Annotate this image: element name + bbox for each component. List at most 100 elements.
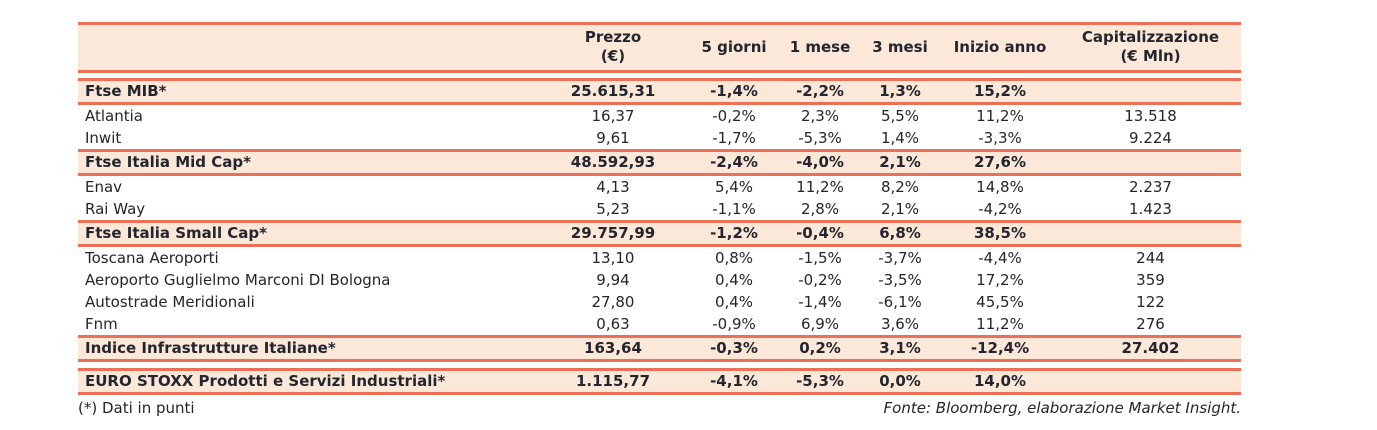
cell-3-mesi: 2,1% — [879, 153, 921, 171]
cell-1-mese: 2,8% — [800, 200, 840, 218]
points-note: (*) Dati in punti — [78, 399, 195, 417]
cell-inizio-anno: 11,2% — [976, 315, 1024, 333]
row-name: Autostrade Meridionali — [85, 293, 255, 311]
cell-3-mesi: -3,5% — [878, 271, 922, 289]
cell-capitalizzazione: 276 — [1136, 315, 1165, 333]
row-name: EURO STOXX Prodotti e Servizi Industrial… — [85, 372, 446, 390]
table-row: Toscana Aeroporti 13,10 0,8% -1,5% -3,7%… — [78, 247, 1241, 269]
table-body: Ftse MIB* 25.615,31 -1,4% -2,2% 1,3% 15,… — [78, 78, 1241, 395]
cell-prezzo: 25.615,31 — [570, 82, 656, 100]
cell-1-mese: -1,5% — [798, 249, 842, 267]
cell-inizio-anno: 14,0% — [973, 372, 1027, 390]
market-table: Prezzo (€) 5 giorni 1 mese 3 mesi Inizio… — [78, 22, 1241, 417]
header-cell-1-mese: 1 mese — [789, 37, 851, 56]
cell-1-mese: -0,2% — [798, 271, 842, 289]
cell-capitalizzazione: 359 — [1136, 271, 1165, 289]
cell-prezzo: 1.115,77 — [575, 372, 651, 390]
cell-prezzo: 27,80 — [591, 293, 635, 311]
cell-inizio-anno: 15,2% — [973, 82, 1027, 100]
cell-prezzo: 16,37 — [591, 107, 635, 125]
cell-3-mesi: 1,3% — [879, 82, 921, 100]
cell-inizio-anno: 11,2% — [976, 107, 1024, 125]
cell-capitalizzazione: 244 — [1136, 249, 1165, 267]
cell-5-giorni: 0,4% — [714, 271, 754, 289]
source-credit: Fonte: Bloomberg, elaborazione Market In… — [883, 399, 1241, 417]
row-name: Indice Infrastrutture Italiane* — [85, 339, 336, 357]
cell-inizio-anno: 38,5% — [973, 224, 1027, 242]
table-row: Ftse Italia Mid Cap* 48.592,93 -2,4% -4,… — [78, 149, 1241, 176]
table-header-row: Prezzo (€) 5 giorni 1 mese 3 mesi Inizio… — [78, 22, 1241, 73]
cell-inizio-anno: 17,2% — [976, 271, 1024, 289]
table-row: Fnm 0,63 -0,9% 6,9% 3,6% 11,2% 276 — [78, 313, 1241, 335]
cell-prezzo: 0,63 — [596, 315, 630, 333]
cell-3-mesi: 6,8% — [879, 224, 921, 242]
cell-5-giorni: 0,4% — [714, 293, 754, 311]
cell-inizio-anno: -4,2% — [978, 200, 1022, 218]
row-name: Aeroporto Guglielmo Marconi DI Bologna — [85, 271, 391, 289]
row-name: Rai Way — [85, 200, 146, 218]
row-name: Ftse Italia Mid Cap* — [85, 153, 251, 171]
cell-prezzo: 5,23 — [596, 200, 630, 218]
cell-5-giorni: -0,3% — [710, 339, 758, 357]
cell-3-mesi: 3,1% — [879, 339, 921, 357]
row-name: Toscana Aeroporti — [85, 249, 219, 267]
cell-5-giorni: -1,2% — [710, 224, 758, 242]
cell-prezzo: 13,10 — [591, 249, 635, 267]
cell-inizio-anno: 45,5% — [976, 293, 1024, 311]
cell-prezzo: 4,13 — [596, 178, 630, 196]
table-row: Aeroporto Guglielmo Marconi DI Bologna 9… — [78, 269, 1241, 291]
table-row: Indice Infrastrutture Italiane* 163,64 -… — [78, 335, 1241, 362]
row-name: Fnm — [85, 315, 118, 333]
cell-prezzo: 9,61 — [596, 129, 630, 147]
cell-5-giorni: -0,2% — [712, 107, 756, 125]
cell-5-giorni: 0,8% — [714, 249, 754, 267]
cell-3-mesi: -3,7% — [878, 249, 922, 267]
cell-1-mese: 6,9% — [800, 315, 840, 333]
cell-1-mese: -0,4% — [796, 224, 844, 242]
cell-1-mese: -5,3% — [798, 129, 842, 147]
header-cell-prezzo: Prezzo (€) — [584, 28, 642, 65]
cell-3-mesi: -6,1% — [878, 293, 922, 311]
cell-5-giorni: -1,7% — [712, 129, 756, 147]
cell-inizio-anno: -12,4% — [970, 339, 1030, 357]
cell-1-mese: -2,2% — [796, 82, 844, 100]
cell-inizio-anno: 14,8% — [976, 178, 1024, 196]
cell-capitalizzazione: 2.237 — [1129, 178, 1172, 196]
table-row: Inwit 9,61 -1,7% -5,3% 1,4% -3,3% 9.224 — [78, 127, 1241, 149]
cell-5-giorni: -4,1% — [710, 372, 758, 390]
cell-1-mese: -5,3% — [796, 372, 844, 390]
cell-inizio-anno: 27,6% — [973, 153, 1027, 171]
row-name: Enav — [85, 178, 123, 196]
cell-capitalizzazione: 9.224 — [1129, 129, 1172, 147]
header-cell-5-giorni: 5 giorni — [701, 37, 767, 56]
header-cell-3-mesi: 3 mesi — [872, 37, 928, 56]
cell-capitalizzazione: 1.423 — [1129, 200, 1172, 218]
cell-capitalizzazione: 27.402 — [1121, 339, 1180, 357]
cell-5-giorni: -0,9% — [712, 315, 756, 333]
cell-5-giorni: 5,4% — [714, 178, 754, 196]
header-cell-capitalizzazione: Capitalizzazione (€ Mln) — [1081, 28, 1220, 65]
cell-5-giorni: -1,1% — [712, 200, 756, 218]
cell-3-mesi: 1,4% — [880, 129, 920, 147]
row-name: Inwit — [85, 129, 122, 147]
cell-prezzo: 29.757,99 — [570, 224, 656, 242]
row-name: Atlantia — [85, 107, 143, 125]
cell-prezzo: 163,64 — [584, 339, 642, 357]
cell-1-mese: 0,2% — [799, 339, 841, 357]
table-row: Atlantia 16,37 -0,2% 2,3% 5,5% 11,2% 13.… — [78, 105, 1241, 127]
cell-capitalizzazione: 13.518 — [1124, 107, 1177, 125]
cell-5-giorni: -2,4% — [710, 153, 758, 171]
table-row: Autostrade Meridionali 27,80 0,4% -1,4% … — [78, 291, 1241, 313]
cell-prezzo: 48.592,93 — [570, 153, 656, 171]
table-row: Ftse MIB* 25.615,31 -1,4% -2,2% 1,3% 15,… — [78, 78, 1241, 105]
cell-3-mesi: 8,2% — [880, 178, 920, 196]
header-cell-inizio-anno: Inizio anno — [953, 37, 1047, 56]
cell-1-mese: -1,4% — [798, 293, 842, 311]
table-row: Ftse Italia Small Cap* 29.757,99 -1,2% -… — [78, 220, 1241, 247]
cell-capitalizzazione: 122 — [1136, 293, 1165, 311]
cell-5-giorni: -1,4% — [710, 82, 758, 100]
table-row: Rai Way 5,23 -1,1% 2,8% 2,1% -4,2% 1.423 — [78, 198, 1241, 220]
row-name: Ftse MIB* — [85, 82, 167, 100]
cell-inizio-anno: -4,4% — [978, 249, 1022, 267]
cell-3-mesi: 2,1% — [880, 200, 920, 218]
